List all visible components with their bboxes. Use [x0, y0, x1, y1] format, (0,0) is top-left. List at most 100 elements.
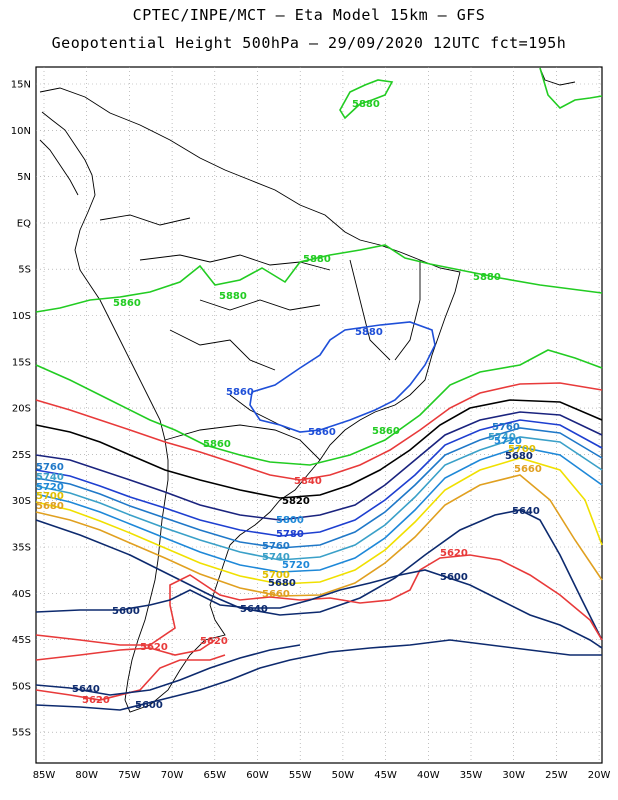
- grid-lines: [36, 67, 602, 763]
- contour-label: 5880: [303, 254, 331, 265]
- lat-tick-label: 20S: [12, 404, 31, 415]
- contour-label: 5760: [36, 462, 64, 473]
- contour-5640: [35, 509, 603, 641]
- lon-tick-label: 70W: [161, 770, 184, 781]
- contour-5620-south: [35, 654, 226, 701]
- contour-label: 5720: [36, 482, 64, 493]
- lat-tick-label: 40S: [12, 589, 31, 600]
- contour-label: 5840: [294, 476, 322, 487]
- contour-label: 5740: [488, 432, 516, 443]
- lon-tick-label: 40W: [417, 770, 440, 781]
- contour-5820: [35, 399, 603, 499]
- contour-label: 5640: [72, 684, 100, 695]
- contour-5840: [35, 382, 603, 481]
- lat-tick-label: 30S: [12, 496, 31, 507]
- contour-lines: [35, 67, 603, 711]
- lon-tick-label: 50W: [332, 770, 355, 781]
- lon-tick-label: 75W: [118, 770, 141, 781]
- contour-label: 5600: [112, 606, 140, 617]
- title-line-2: Geopotential Height 500hPa – 29/09/2020 …: [51, 34, 567, 52]
- lon-tick-label: 85W: [33, 770, 56, 781]
- lon-tick-label: 30W: [502, 770, 525, 781]
- contour-label: 5760: [492, 422, 520, 433]
- lon-tick-label: 65W: [203, 770, 226, 781]
- contour-label: 5700: [508, 444, 536, 455]
- lat-tick-label: 5N: [17, 172, 31, 183]
- contour-label: 5640: [512, 506, 540, 517]
- title-line-1: CPTEC/INPE/MCT – Eta Model 15km – GFS: [132, 6, 486, 24]
- lat-tick-label: 10N: [11, 126, 31, 137]
- contour-5800: [35, 411, 603, 521]
- contour-5880-ne: [539, 67, 603, 109]
- contour-5620: [35, 554, 603, 646]
- contour-5700: [35, 457, 603, 585]
- contour-label: 5880: [352, 99, 380, 110]
- contour-5880-north: [339, 79, 394, 120]
- contour-label: 5600: [135, 700, 163, 711]
- contour-5600: [35, 569, 603, 649]
- contour-label: 5780: [276, 529, 304, 540]
- contour-5680: [35, 474, 603, 597]
- contour-5860-green: [35, 349, 603, 466]
- coastlines: [39, 67, 576, 713]
- contour-label: 5620: [200, 636, 228, 647]
- contour-label: 5860: [226, 387, 254, 398]
- contour-label: 5860: [203, 439, 231, 450]
- contour-label: 5880: [355, 327, 383, 338]
- lon-tick-label: 55W: [289, 770, 312, 781]
- contour-5740: [35, 436, 603, 561]
- lat-tick-label: 10S: [12, 311, 31, 322]
- contour-label: 5860: [372, 426, 400, 437]
- contour-labels: 5880 5880 5880 5860 5880 5860 5860 5880 …: [36, 99, 542, 711]
- contour-5860-blue: [249, 321, 436, 433]
- contour-label: 5860: [308, 427, 336, 438]
- lat-tick-label: 50S: [12, 681, 31, 692]
- contour-5720: [35, 446, 603, 573]
- contour-5640-south: [35, 644, 301, 696]
- lat-tick-label: 45S: [12, 635, 31, 646]
- lon-tick-label: 25W: [545, 770, 568, 781]
- lat-tick-label: 15N: [11, 80, 31, 91]
- contour-label: 5740: [262, 552, 290, 563]
- contour-label: 5660: [514, 464, 542, 475]
- lat-tick-label: 55S: [12, 728, 31, 739]
- contour-5780: [35, 419, 603, 537]
- lon-tick-label: 60W: [246, 770, 269, 781]
- contour-label: 5880: [473, 272, 501, 283]
- contour-label: 5600: [440, 572, 468, 583]
- lat-tick-label: EQ: [17, 218, 31, 229]
- contour-label: 5620: [140, 642, 168, 653]
- contour-5600-south: [35, 639, 602, 711]
- contour-label: 5660: [262, 589, 290, 600]
- lon-tick-label: 45W: [374, 770, 397, 781]
- lon-tick-label: 20W: [588, 770, 611, 781]
- contour-label: 5880: [219, 291, 247, 302]
- contour-label: 5760: [262, 541, 290, 552]
- lon-tick-label: 35W: [460, 770, 483, 781]
- lat-tick-label: 5S: [18, 265, 31, 276]
- contour-label: 5700: [36, 491, 64, 502]
- contour-label: 5620: [82, 695, 110, 706]
- contour-label: 5860: [113, 298, 141, 309]
- contour-label: 5680: [505, 451, 533, 462]
- contour-label: 5700: [262, 570, 290, 581]
- contour-label: 5720: [494, 436, 522, 447]
- contour-label: 5720: [282, 560, 310, 571]
- lon-tick-label: 80W: [75, 770, 98, 781]
- contour-label: 5680: [36, 501, 64, 512]
- contour-label: 5680: [268, 578, 296, 589]
- axis-labels: 15N 10N 5N EQ 5S 10S 15S 20S 25S 30S 35S 40S 45S 50S 5…: [11, 80, 611, 782]
- contour-5760: [35, 427, 603, 549]
- contour-5620-b: [35, 639, 216, 661]
- contour-label: 5740: [36, 472, 64, 483]
- contour-5880-tropics: [35, 244, 603, 313]
- lat-tick-label: 15S: [12, 357, 31, 368]
- contour-label: 5640: [240, 604, 268, 615]
- lat-tick-label: 25S: [12, 450, 31, 461]
- contour-label: 5800: [276, 515, 304, 526]
- lat-tick-label: 35S: [12, 543, 31, 554]
- contour-label: 5620: [440, 548, 468, 559]
- contour-label: 5820: [282, 496, 310, 507]
